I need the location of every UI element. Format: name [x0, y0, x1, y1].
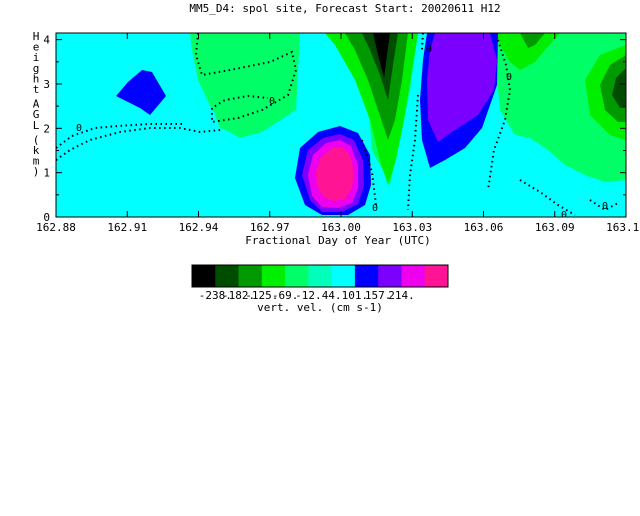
x-tick-label: 163.06 — [464, 221, 504, 234]
x-tick-label: 163.09 — [535, 221, 575, 234]
colorbar-tick-label: 101. — [342, 289, 369, 302]
y-tick-label: 2 — [43, 122, 50, 135]
contour-band-very-dark-green — [362, 33, 398, 100]
colorbar-swatch — [401, 265, 426, 287]
y-tick-label: 3 — [43, 78, 50, 91]
colorbar-tick-label: -182. — [222, 289, 255, 302]
y-label-char: ) — [33, 165, 40, 178]
colorbar — [191, 264, 449, 288]
y-label-char: m — [33, 155, 40, 168]
contour-label: 0 — [76, 123, 82, 134]
x-tick-label: 162.88 — [36, 221, 76, 234]
y-tick-label: 0 — [43, 211, 50, 224]
contour-label: 0 — [602, 201, 608, 212]
x-tick-label: 163.12 — [606, 221, 640, 234]
contour-band-very-dark-green — [612, 68, 626, 108]
contour-labels: 0 0 0 0 0 0 0 — [76, 44, 608, 221]
plot-area: 0 0 0 0 0 0 0 — [56, 33, 626, 221]
y-tick-label: 1 — [43, 167, 50, 180]
y-label-char: H — [33, 30, 40, 43]
colorbar-ticks: -238.-182.-125.-69.-12. 44. 101.157.214. — [199, 289, 415, 302]
colorbar-frame — [191, 264, 449, 288]
colorbar-label: vert. vel. (cm s-1) — [257, 301, 383, 314]
contour-label: 0 — [372, 203, 378, 214]
colorbar-swatch — [192, 265, 216, 287]
y-label-char: g — [33, 62, 40, 75]
y-label-char: e — [33, 41, 40, 54]
colorbar-swatch — [285, 265, 309, 287]
y-label-char: G — [33, 108, 40, 121]
contour-band-purple — [427, 33, 497, 142]
colorbar-swatch — [424, 265, 449, 287]
contour-band-dark-green — [520, 33, 545, 48]
contour-label: 0 — [506, 72, 512, 83]
y-label-char: ( — [33, 133, 40, 146]
x-tick-label: 163.00 — [321, 221, 361, 234]
colorbar-swatch — [261, 265, 286, 287]
contour-band-pink — [316, 147, 354, 201]
x-tick-label: 162.91 — [107, 221, 147, 234]
y-label-char: h — [33, 72, 40, 85]
contour-band-blue — [116, 70, 166, 115]
colorbar-tick-label: -125. — [245, 289, 278, 302]
colorbar-swatch — [308, 265, 333, 287]
chart-title: MM5_D4: spol site, Forecast Start: 20020… — [189, 2, 500, 15]
contour-band-black — [373, 33, 390, 78]
colorbar-swatch — [378, 265, 402, 287]
contour-band-light-green — [190, 33, 300, 120]
colorbar-tick-label: 44. — [322, 289, 342, 302]
y-tick-label: 4 — [43, 34, 50, 47]
zero-contour-lines — [56, 33, 621, 216]
colorbar-swatch — [238, 265, 263, 287]
x-axis: 162.88 162.91 162.94 162.97 163.00 163.03 163.… — [36, 33, 640, 234]
colorbar-tick-label: -12. — [295, 289, 322, 302]
y-label-char: A — [33, 98, 40, 111]
y-label-char: i — [33, 51, 40, 64]
colorbar-swatch — [354, 265, 379, 287]
contour-band-green — [496, 33, 560, 70]
y-label-char: L — [33, 119, 40, 132]
x-tick-label: 163.03 — [392, 221, 432, 234]
colorbar-swatch — [331, 265, 356, 287]
contour-label: 0 — [426, 44, 432, 55]
colorbar-tick-label: -69. — [272, 289, 299, 302]
colorbar-tick-label: 157. — [365, 289, 392, 302]
y-label-char: k — [33, 144, 40, 157]
colorbar-tick-label: 214. — [388, 289, 415, 302]
contour-label: 0 — [269, 96, 275, 107]
y-label-char: t — [33, 83, 40, 96]
y-axis: 0 1 2 3 4 — [43, 34, 626, 224]
colorbar-swatch — [215, 265, 240, 287]
colorbar-tick-label: -238. — [199, 289, 232, 302]
contour-label: 0 — [561, 210, 567, 221]
x-tick-label: 162.97 — [250, 221, 290, 234]
x-tick-label: 162.94 — [179, 221, 219, 234]
x-axis-label: Fractional Day of Year (UTC) — [245, 234, 430, 247]
